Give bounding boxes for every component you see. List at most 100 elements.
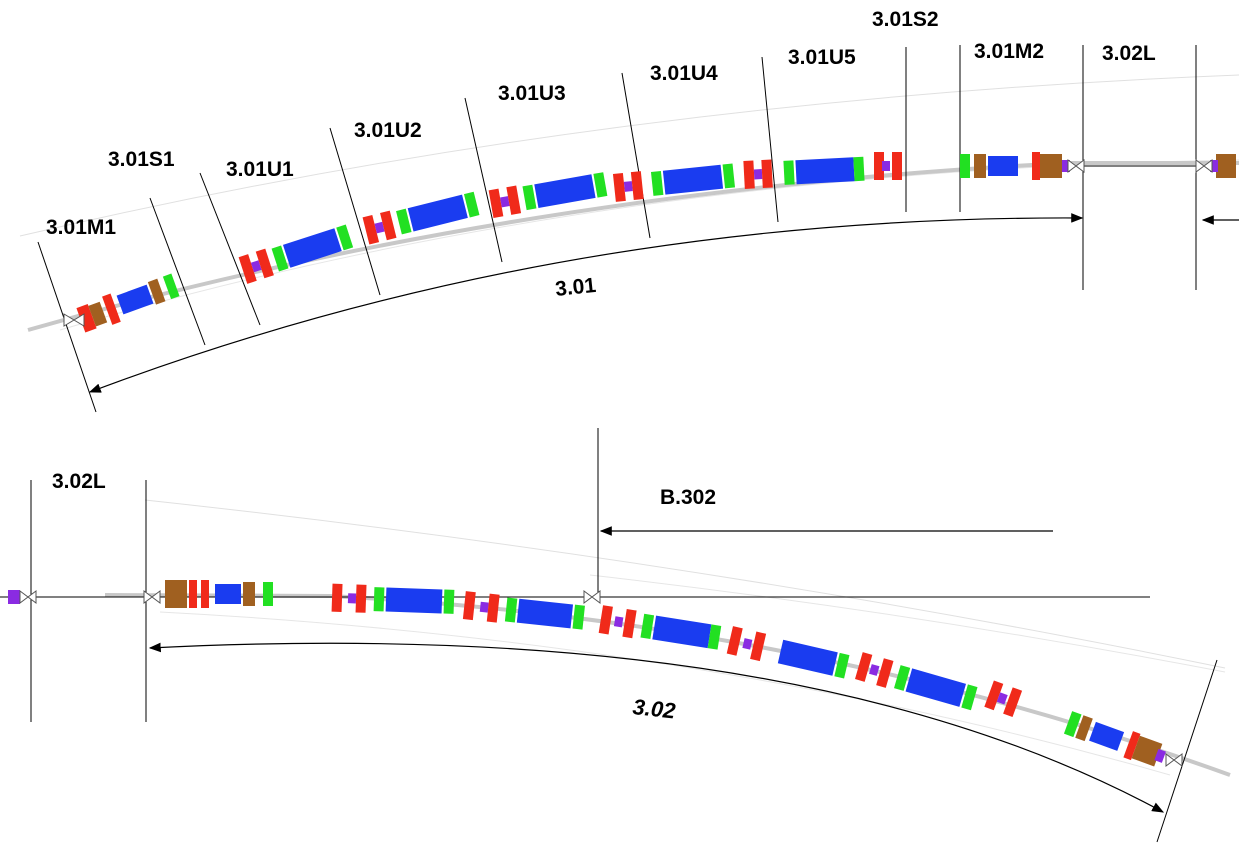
quadrupole-magnet [874,152,884,180]
straight-label-B-302: B.302 [660,486,716,509]
dipole-magnet [777,639,838,676]
segment-label-3-01S1: 3.01S1 [108,148,175,171]
boundary-line [149,197,206,346]
diagnostic-element [882,161,890,171]
dipole-magnet [662,164,724,195]
quadrupole-magnet [1032,152,1040,180]
sextupole-magnet [960,154,970,178]
dipole-magnet [534,174,596,208]
boundary-line [37,241,97,413]
gate-valve-icon [583,590,601,604]
bpm-element [165,580,187,608]
diagnostic-element [8,590,20,604]
diagnostic-element [1210,160,1218,172]
sextupole-magnet [463,191,480,218]
quadrupole-magnet [506,185,522,215]
quadrupole-magnet [201,580,209,608]
sextupole-magnet [853,156,865,182]
dipole-magnet [795,157,855,185]
gate-valve-icon [63,313,85,327]
diagnostic-element [742,638,753,650]
segment-label-3-01U3: 3.01U3 [498,82,566,105]
gate-valve-icon [1165,753,1183,767]
bottom-gate-valves [19,590,1183,767]
quadrupole-magnet [612,172,626,202]
segment-label-3-01U5: 3.01U5 [788,46,856,69]
sextupole-magnet [522,184,537,211]
sextupole-magnet [640,613,655,640]
segment-label-3-02L-bottom: 3.02L [52,470,106,493]
diagnostic-element [1062,160,1070,172]
boundary-line [329,127,381,296]
diagnostic-element [869,664,880,676]
diagnostic-element [500,196,510,208]
sextupole-magnet [373,587,385,612]
segment-label-3-01U2: 3.01U2 [354,119,422,142]
segment-label-3-01M2: 3.01M2 [974,40,1044,63]
quadrupole-magnet [598,605,613,635]
top-envelope-upper [19,74,1239,237]
bottom-section: 3.02L B.302 3.02 [0,428,1231,843]
bpm-element [1216,154,1236,178]
arc-dimension-3-01 [88,213,1084,393]
sextupole-magnet [650,170,664,196]
sextupole-magnet [593,172,608,198]
segment-label-3-01U1: 3.01U1 [226,158,294,181]
quadrupole-magnet [355,584,367,613]
dipole-magnet [407,194,468,232]
top-segment-boundaries [37,45,1197,413]
sextupole-magnet [783,160,795,185]
arc-dimension-3-02 [148,642,1165,813]
boundary-line [464,97,503,263]
quadrupole-magnet [189,580,197,608]
diagnostic-element [613,616,624,628]
gate-valve-icon [1195,159,1213,173]
quadrupole-magnet [488,188,504,218]
diagnostic-element [623,181,633,192]
bottom-envelope-upper [144,499,1226,669]
dipole-magnet [116,284,154,315]
quadrupole-magnet [892,152,902,180]
quadrupole-magnet [462,591,476,621]
sextupole-magnet [263,582,273,606]
sextupole-magnet [504,597,518,623]
dipole-magnet [1089,721,1125,751]
sextupole-magnet [443,589,455,614]
top-gate-valves [63,159,1213,327]
bpm-element [974,154,986,178]
dipole-magnet [215,584,241,604]
boundary-line [199,172,261,326]
boundary-line [621,72,651,239]
top-section: 3.01M1 3.01S1 3.01U1 3.01U2 3.01U3 3.01U… [19,8,1239,413]
arc-label-3-02: 3.02 [631,694,677,723]
diagnostic-element [479,601,489,613]
dipole-magnet [652,615,712,649]
quadrupole-magnet [630,171,644,200]
bpm-element [1040,154,1062,178]
gate-valve-icon [19,590,37,604]
gate-valve-icon [143,590,161,604]
diagnostic-element [753,169,763,180]
top-envelope-lower [59,159,1239,331]
quadrupole-magnet [622,608,637,639]
bottom-magnets [8,580,1166,767]
arc-label-3-01: 3.01 [554,274,597,301]
dipole-magnet [516,598,574,629]
quadrupole-magnet [743,160,755,189]
segment-label-3-01U4: 3.01U4 [650,62,718,85]
segment-label-3-01M1: 3.01M1 [46,216,116,239]
gate-valve-icon [1067,159,1085,173]
sextupole-magnet [722,163,736,189]
sextupole-magnet [572,604,585,630]
quadrupole-magnet [486,593,500,623]
segment-label-3-02L-top: 3.02L [1102,42,1156,65]
dipole-magnet [282,228,342,268]
dipole-magnet [988,156,1018,176]
dipole-magnet [385,587,443,614]
segment-label-3-01S2: 3.01S2 [872,8,939,31]
quadrupole-magnet [761,159,773,189]
diagnostic-element [347,593,357,604]
boundary-line [1156,659,1218,843]
boundary-line [761,56,779,223]
